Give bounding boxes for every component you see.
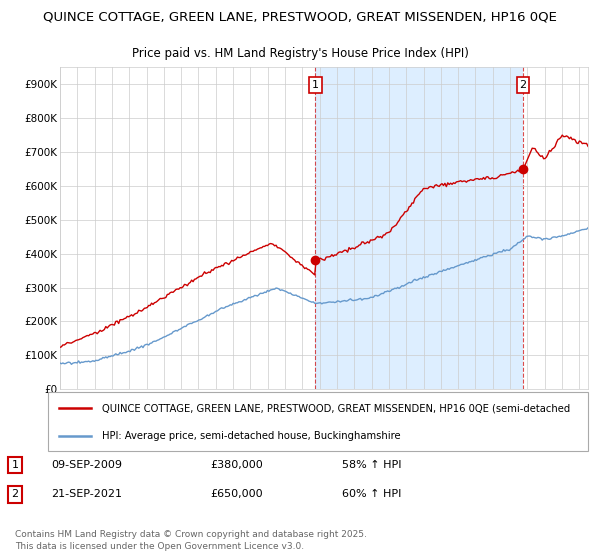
Text: 09-SEP-2009: 09-SEP-2009 <box>51 460 122 470</box>
Text: 2: 2 <box>520 80 527 90</box>
FancyBboxPatch shape <box>48 392 588 451</box>
Text: QUINCE COTTAGE, GREEN LANE, PRESTWOOD, GREAT MISSENDEN, HP16 0QE (semi-detached: QUINCE COTTAGE, GREEN LANE, PRESTWOOD, G… <box>102 403 570 413</box>
Text: Price paid vs. HM Land Registry's House Price Index (HPI): Price paid vs. HM Land Registry's House … <box>131 47 469 60</box>
Text: 60% ↑ HPI: 60% ↑ HPI <box>342 489 401 500</box>
Text: 58% ↑ HPI: 58% ↑ HPI <box>342 460 401 470</box>
Text: 21-SEP-2021: 21-SEP-2021 <box>51 489 122 500</box>
Text: £380,000: £380,000 <box>210 460 263 470</box>
Text: QUINCE COTTAGE, GREEN LANE, PRESTWOOD, GREAT MISSENDEN, HP16 0QE: QUINCE COTTAGE, GREEN LANE, PRESTWOOD, G… <box>43 10 557 23</box>
Text: 1: 1 <box>312 80 319 90</box>
Text: HPI: Average price, semi-detached house, Buckinghamshire: HPI: Average price, semi-detached house,… <box>102 431 401 441</box>
Text: £650,000: £650,000 <box>210 489 263 500</box>
Text: Contains HM Land Registry data © Crown copyright and database right 2025.
This d: Contains HM Land Registry data © Crown c… <box>15 530 367 551</box>
Bar <box>316 67 523 389</box>
Text: 2: 2 <box>11 489 19 500</box>
Text: 1: 1 <box>11 460 19 470</box>
